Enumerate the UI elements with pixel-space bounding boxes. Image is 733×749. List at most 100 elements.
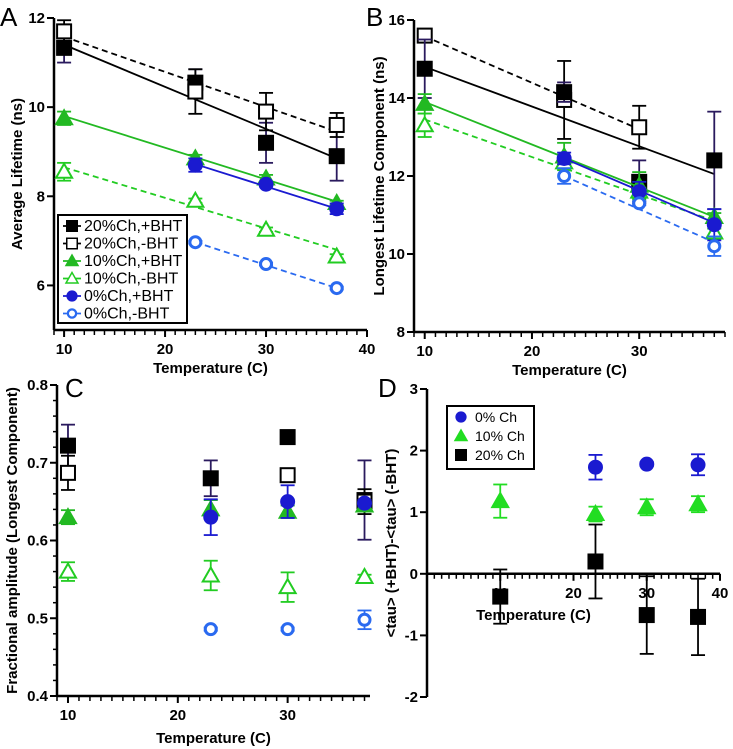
x-axis-title: Temperature (C) (153, 360, 268, 377)
data-point (688, 494, 708, 512)
data-point (329, 201, 345, 217)
legend-label: 10%Ch,-BHT (84, 271, 178, 288)
data-point (187, 83, 204, 100)
data-point (631, 119, 648, 136)
data-point (203, 509, 219, 525)
series (203, 484, 373, 536)
data-point (203, 622, 218, 637)
series (587, 453, 706, 481)
series (58, 559, 375, 603)
panel-label: A (0, 2, 18, 32)
series (187, 157, 345, 217)
panel-label: B (366, 2, 383, 32)
y-tick-label: 2 (410, 443, 418, 460)
data-point (585, 504, 606, 522)
data-point (556, 150, 572, 166)
x-tick-label: 10 (56, 341, 73, 358)
data-point (188, 235, 203, 250)
data-point (637, 497, 657, 515)
panel-a: 10 20 30 40 6 8 10 12 Temperature (C) Average Lif… (0, 2, 375, 377)
y-tick-label: -1 (405, 627, 418, 644)
panel-c: 10 20 30 0.4 0.5 0.6 0.7 0.8 Temperature (C) Frac… (4, 373, 375, 747)
legend-marker (66, 220, 78, 232)
data-point (279, 429, 296, 446)
data-point (328, 116, 345, 133)
data-point (202, 470, 219, 487)
series (492, 523, 707, 657)
data-point (326, 246, 347, 264)
y-tick-label: 12 (28, 10, 45, 27)
data-point (587, 553, 604, 570)
data-point (58, 507, 78, 525)
y-tick-label: 8 (397, 324, 405, 341)
data-point (259, 257, 274, 272)
data-point (329, 281, 344, 296)
y-tick-label: 8 (37, 188, 45, 205)
legend-marker (66, 237, 78, 250)
x-tick-label: 30 (258, 341, 275, 358)
legend-label: 0%Ch,+BHT (84, 288, 174, 305)
data-point (492, 588, 509, 605)
legend-marker (64, 270, 80, 284)
data-point (277, 577, 298, 595)
data-point (256, 219, 276, 237)
data-point (587, 459, 603, 475)
y-tick-label: 0.7 (27, 455, 48, 472)
data-point (707, 239, 722, 254)
data-point (328, 148, 345, 165)
fit-line (63, 166, 337, 251)
series (56, 19, 345, 138)
data-point (690, 457, 706, 473)
y-tick-label: 0.5 (27, 610, 48, 627)
data-point (258, 176, 274, 192)
x-tick-label: 30 (279, 707, 296, 724)
legend-label: 10% Ch (475, 428, 525, 444)
data-point (706, 152, 723, 169)
legend-marker (64, 253, 80, 267)
y-tick-label: 1 (410, 504, 418, 521)
series (557, 167, 722, 257)
panel-label: C (65, 373, 84, 403)
data-point (357, 612, 372, 627)
y-tick-label: 12 (388, 168, 405, 185)
y-tick-label: 3 (410, 381, 418, 398)
data-point (59, 437, 76, 454)
y-tick-label: 6 (37, 277, 45, 294)
x-axis-title: Temperature (C) (512, 362, 627, 379)
y-axis-title: Longest Lifetime Component (ns) (371, 56, 388, 295)
legend-label: 20%Ch,-BHT (84, 236, 178, 253)
legend-marker (453, 428, 469, 442)
y-tick-label: 10 (28, 99, 45, 116)
data-point (58, 561, 78, 579)
fit-line (424, 118, 715, 222)
data-point (56, 23, 73, 40)
y-tick-label: 0 (410, 566, 418, 583)
legend-label: 20% Ch (475, 447, 525, 463)
data-point (415, 93, 435, 111)
y-tick-label: 0.8 (27, 377, 48, 394)
series (416, 27, 648, 150)
legend-marker (66, 308, 78, 319)
data-point (357, 495, 373, 511)
legend-label: 10%Ch,+BHT (84, 253, 182, 270)
y-tick-label: 0.6 (27, 533, 48, 550)
series (54, 161, 347, 264)
panel-label: D (378, 373, 397, 403)
data-point (706, 217, 722, 233)
data-point (54, 108, 74, 126)
data-point (632, 196, 647, 211)
data-point (690, 608, 707, 625)
x-tick-label: 10 (416, 343, 433, 360)
data-point (639, 456, 655, 472)
legend-label: 20%Ch,+BHT (84, 218, 182, 235)
legend-label: 0%Ch,-BHT (84, 306, 170, 323)
data-point (556, 84, 573, 101)
x-tick-label: 20 (157, 341, 174, 358)
data-point (187, 157, 203, 173)
x-tick-label: 20 (169, 707, 186, 724)
y-tick-label: 0.4 (27, 688, 49, 705)
data-point (280, 622, 295, 637)
data-point (279, 467, 296, 484)
data-point (638, 607, 655, 624)
